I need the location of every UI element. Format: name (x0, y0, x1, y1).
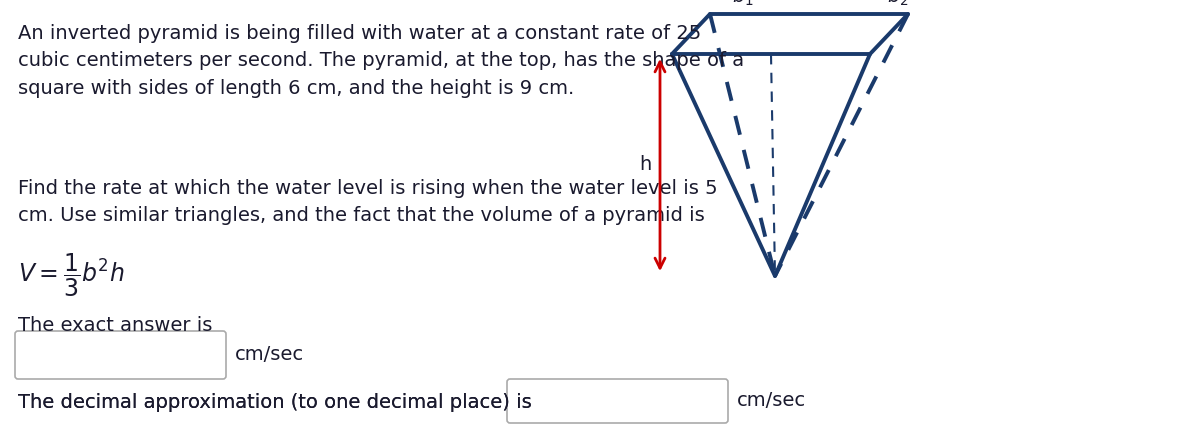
Text: h: h (638, 154, 652, 173)
Text: $V = \dfrac{1}{3}b^2h$: $V = \dfrac{1}{3}b^2h$ (18, 252, 125, 299)
Text: An inverted pyramid is being filled with water at a constant rate of 25
cubic ce: An inverted pyramid is being filled with… (18, 24, 744, 98)
Text: Find the rate at which the water level is rising when the water level is 5
cm. U: Find the rate at which the water level i… (18, 179, 718, 225)
Text: $b_1$: $b_1$ (732, 0, 754, 8)
Text: $b_2$: $b_2$ (887, 0, 908, 8)
Text: cm/sec: cm/sec (235, 346, 304, 365)
Text: The exact answer is: The exact answer is (18, 316, 212, 335)
FancyBboxPatch shape (508, 379, 728, 423)
Text: The decimal approximation (to one decimal place) is: The decimal approximation (to one decima… (18, 393, 532, 412)
Text: cm/sec: cm/sec (737, 391, 806, 410)
Text: The decimal approximation (to one decimal place) is: The decimal approximation (to one decima… (18, 393, 532, 412)
FancyBboxPatch shape (14, 331, 226, 379)
